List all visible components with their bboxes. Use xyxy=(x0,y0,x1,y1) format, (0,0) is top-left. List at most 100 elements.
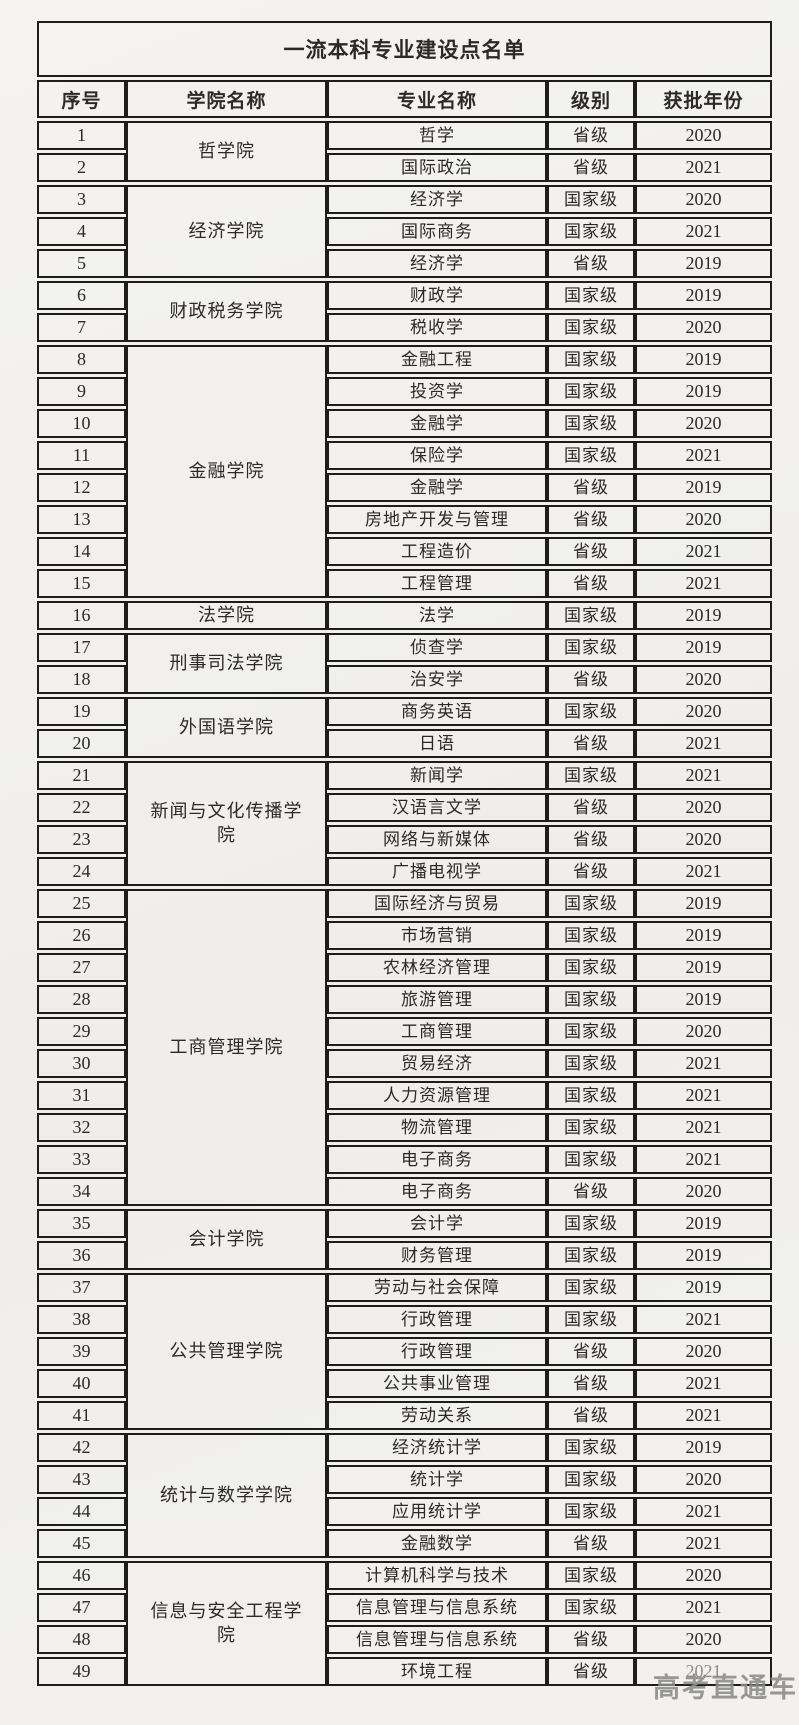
cell-level: 省级 xyxy=(547,1337,635,1366)
cell-major: 财政学 xyxy=(327,281,547,310)
cell-level: 省级 xyxy=(547,537,635,566)
cell-level: 省级 xyxy=(547,729,635,758)
cell-major: 税收学 xyxy=(327,313,547,342)
col-header-4: 获批年份 xyxy=(635,80,773,118)
table-row: 26 市场营销 国家级 2019 xyxy=(37,921,773,950)
cell-year: 2020 xyxy=(635,665,773,694)
cell-major: 劳动与社会保障 xyxy=(327,1273,547,1302)
cell-year: 2019 xyxy=(635,953,773,982)
cell-level: 国家级 xyxy=(547,1081,635,1110)
cell-major: 治安学 xyxy=(327,665,547,694)
table-row: 11 保险学 国家级 2021 xyxy=(37,441,773,470)
cell-level: 省级 xyxy=(547,1401,635,1430)
cell-year: 2020 xyxy=(635,1625,773,1654)
cell-no: 25 xyxy=(37,889,126,918)
cell-year: 2021 xyxy=(635,569,773,598)
cell-year: 2021 xyxy=(635,1401,773,1430)
cell-major: 行政管理 xyxy=(327,1305,547,1334)
cell-year: 2021 xyxy=(635,1529,773,1558)
cell-level: 国家级 xyxy=(547,1017,635,1046)
cell-year: 2021 xyxy=(635,1113,773,1142)
cell-college: 公共管理学院 xyxy=(126,1273,327,1430)
cell-year: 2021 xyxy=(635,441,773,470)
cell-no: 7 xyxy=(37,313,126,342)
cell-major: 工商管理 xyxy=(327,1017,547,1046)
cell-year: 2019 xyxy=(635,345,773,374)
cell-major: 广播电视学 xyxy=(327,857,547,886)
table-row: 13 房地产开发与管理 省级 2020 xyxy=(37,505,773,534)
cell-year: 2019 xyxy=(635,473,773,502)
cell-level: 国家级 xyxy=(547,1433,635,1462)
table-row: 4 国际商务 国家级 2021 xyxy=(37,217,773,246)
cell-no: 15 xyxy=(37,569,126,598)
cell-level: 国家级 xyxy=(547,1497,635,1526)
cell-year: 2020 xyxy=(635,121,773,150)
cell-no: 17 xyxy=(37,633,126,662)
cell-no: 4 xyxy=(37,217,126,246)
cell-major: 商务英语 xyxy=(327,697,547,726)
cell-no: 49 xyxy=(37,1657,126,1686)
cell-major: 金融数学 xyxy=(327,1529,547,1558)
table-body: 1 哲学院 哲学 省级 2020 2 国际政治 省级 2021 3 经济学院 经济学 国家级 2020 4 国… xyxy=(37,121,773,1686)
cell-no: 44 xyxy=(37,1497,126,1526)
cell-major: 劳动关系 xyxy=(327,1401,547,1430)
cell-level: 国家级 xyxy=(547,761,635,790)
cell-college: 统计与数学学院 xyxy=(126,1433,327,1558)
cell-year: 2020 xyxy=(635,505,773,534)
cell-year: 2021 xyxy=(635,1657,773,1686)
cell-major: 金融学 xyxy=(327,473,547,502)
cell-no: 45 xyxy=(37,1529,126,1558)
table-row: 8 金融学院 金融工程 国家级 2019 xyxy=(37,345,773,598)
cell-level: 省级 xyxy=(547,825,635,854)
cell-no: 23 xyxy=(37,825,126,854)
cell-major: 计算机科学与技术 xyxy=(327,1561,547,1590)
table-row: 34 电子商务 省级 2020 xyxy=(37,1177,773,1206)
cell-college: 工商管理学院 xyxy=(126,889,327,1206)
cell-year: 2020 xyxy=(635,1465,773,1494)
table-row: 16 法学院 法学 国家级 2019 xyxy=(37,601,773,630)
cell-level: 国家级 xyxy=(547,281,635,310)
table-row: 6 财政税务学院 财政学 国家级 2019 xyxy=(37,281,773,342)
table-row: 27 农林经济管理 国家级 2019 xyxy=(37,953,773,982)
cell-level: 省级 xyxy=(547,473,635,502)
cell-year: 2021 xyxy=(635,1145,773,1174)
cell-level: 国家级 xyxy=(547,1113,635,1142)
cell-college: 会计学院 xyxy=(126,1209,327,1270)
table-row: 41 劳动关系 省级 2021 xyxy=(37,1401,773,1430)
cell-year: 2020 xyxy=(635,1177,773,1206)
cell-year: 2019 xyxy=(635,1273,773,1302)
cell-level: 省级 xyxy=(547,249,635,278)
cell-level: 国家级 xyxy=(547,1145,635,1174)
cell-no: 8 xyxy=(37,345,126,374)
cell-no: 19 xyxy=(37,697,126,726)
cell-major: 侦查学 xyxy=(327,633,547,662)
cell-year: 2019 xyxy=(635,921,773,950)
cell-level: 国家级 xyxy=(547,953,635,982)
cell-no: 5 xyxy=(37,249,126,278)
cell-major: 日语 xyxy=(327,729,547,758)
cell-level: 国家级 xyxy=(547,409,635,438)
table-row: 30 贸易经济 国家级 2021 xyxy=(37,1049,773,1078)
cell-major: 金融学 xyxy=(327,409,547,438)
cell-year: 2020 xyxy=(635,313,773,342)
cell-level: 国家级 xyxy=(547,377,635,406)
cell-level: 国家级 xyxy=(547,185,635,214)
cell-college: 经济学院 xyxy=(126,185,327,278)
table-row: 23 网络与新媒体 省级 2020 xyxy=(37,825,773,854)
table-row: 39 行政管理 省级 2020 xyxy=(37,1337,773,1366)
cell-level: 省级 xyxy=(547,569,635,598)
cell-level: 省级 xyxy=(547,121,635,150)
table-row: 21 新闻与文化传播学院 新闻学 国家级 2021 xyxy=(37,761,773,886)
cell-year: 2019 xyxy=(635,1241,773,1270)
cell-college: 哲学院 xyxy=(126,121,327,182)
cell-college: 信息与安全工程学院 xyxy=(126,1561,327,1686)
cell-major: 新闻学 xyxy=(327,761,547,790)
cell-college: 法学院 xyxy=(126,601,327,630)
cell-college: 外国语学院 xyxy=(126,697,327,758)
cell-no: 26 xyxy=(37,921,126,950)
cell-major: 电子商务 xyxy=(327,1177,547,1206)
table-row: 47 信息管理与信息系统 国家级 2021 xyxy=(37,1593,773,1622)
cell-year: 2021 xyxy=(635,153,773,182)
cell-year: 2021 xyxy=(635,1497,773,1526)
cell-no: 40 xyxy=(37,1369,126,1398)
